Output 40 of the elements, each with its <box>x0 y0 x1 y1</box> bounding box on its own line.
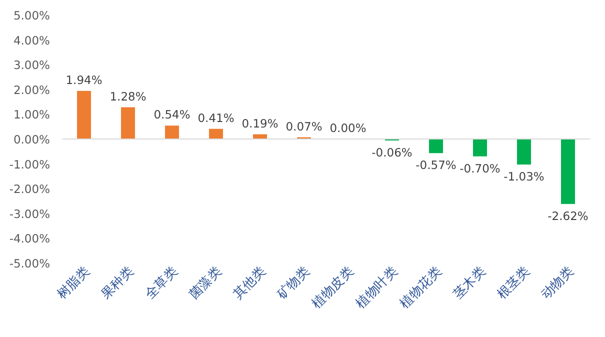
x-tick-label: 茎木类 <box>450 264 489 302</box>
bar <box>561 139 575 204</box>
x-tick-label: 植物花类 <box>397 264 445 312</box>
y-tick-label: 2.00% <box>13 82 50 97</box>
x-tick-label: 动物类 <box>538 264 577 302</box>
y-tick-label: 4.00% <box>13 33 50 48</box>
bar <box>473 139 487 156</box>
y-tick-label: -4.00% <box>9 232 50 246</box>
data-label: 0.41% <box>198 110 234 125</box>
y-tick-label: 0.00% <box>13 132 50 146</box>
bar <box>209 128 223 139</box>
y-tick-label: 5.00% <box>13 8 50 22</box>
y-tick-label: 1.00% <box>13 108 50 122</box>
bar <box>77 90 91 139</box>
bar <box>121 107 135 139</box>
bar <box>165 126 179 139</box>
data-label: -0.70% <box>460 161 500 176</box>
data-label: 1.94% <box>66 72 102 87</box>
data-label: 0.07% <box>286 119 322 134</box>
y-tick-label: -3.00% <box>9 206 50 221</box>
data-label: -1.03% <box>504 170 544 184</box>
x-tick-label: 菌藻类 <box>186 264 225 302</box>
y-tick-label: -1.00% <box>9 157 50 172</box>
y-tick-label: -2.00% <box>9 182 50 196</box>
bar <box>429 139 443 154</box>
bar <box>517 139 531 165</box>
x-tick-label: 全草类 <box>142 264 181 302</box>
data-label: -2.62% <box>548 208 588 223</box>
y-tick-label: -5.00% <box>9 256 50 270</box>
data-label: 0.19% <box>242 116 278 130</box>
x-tick-label: 其他类 <box>230 264 269 302</box>
data-label: 0.00% <box>330 121 366 135</box>
data-label: -0.57% <box>416 158 456 172</box>
y-tick-label: 3.00% <box>13 58 50 72</box>
data-label: 0.54% <box>154 108 190 122</box>
data-label: -0.06% <box>372 145 412 160</box>
x-tick-label: 根茎类 <box>494 264 533 302</box>
data-label: 1.28% <box>110 89 146 104</box>
x-tick-label: 树脂类 <box>54 264 93 302</box>
x-tick-label: 果种类 <box>98 264 137 302</box>
